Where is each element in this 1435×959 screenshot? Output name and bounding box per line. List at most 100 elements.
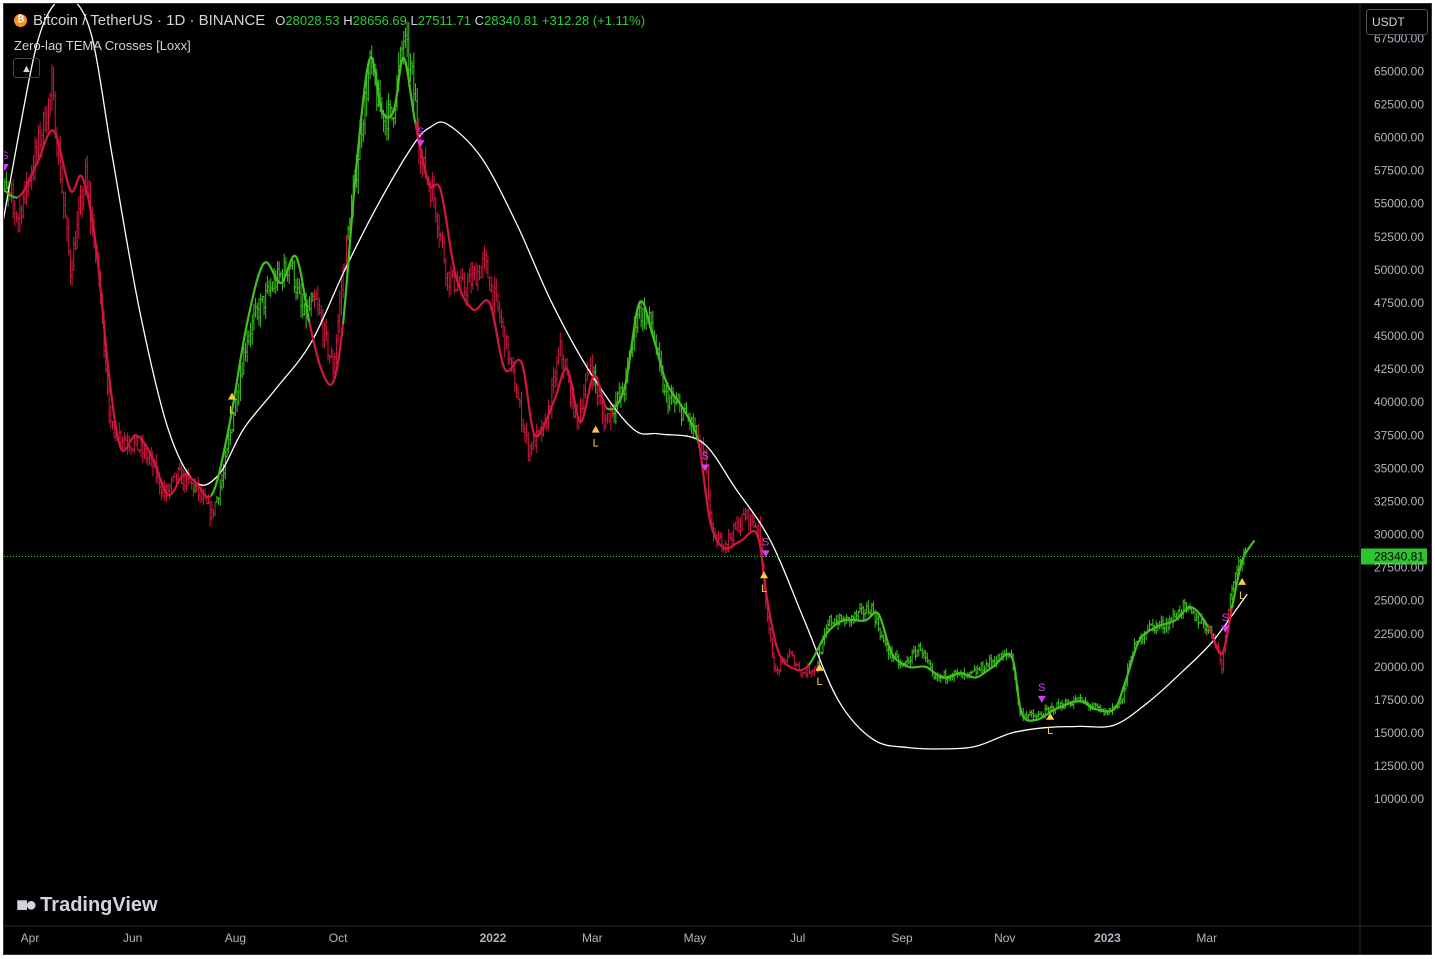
tema-segment — [991, 653, 1013, 668]
close-value: 28340.81 — [484, 13, 539, 28]
long-signal-triangle — [228, 392, 237, 400]
last-price-value: 28340.81 — [1374, 549, 1424, 563]
tema-segment — [1220, 606, 1234, 655]
slow-average-path — [4, 4, 1248, 750]
tema-segment — [94, 242, 111, 377]
tema-segment — [520, 361, 537, 437]
tema-segment — [722, 540, 742, 550]
symbol-legend[interactable]: Bitcoin / TetherUS · 1D · BINANCE O28028… — [14, 12, 645, 29]
tema-segment — [227, 321, 249, 430]
tema-segment — [1094, 708, 1116, 713]
tema-segment — [1230, 559, 1244, 609]
short-signal-triangle — [416, 140, 425, 148]
tema-segment — [975, 665, 995, 679]
tema-segment — [907, 665, 927, 669]
currency-selector[interactable]: USDT — [1366, 9, 1428, 35]
tema-segment — [766, 599, 781, 655]
open-label: O — [275, 13, 286, 28]
tema-segment — [606, 387, 626, 411]
tema-segment — [320, 367, 335, 387]
y-tick-label: 30000.00 — [1374, 528, 1424, 542]
zero-lag-tema-line — [4, 56, 1255, 722]
tema-segment — [1138, 626, 1158, 642]
open-value: 28028.53 — [285, 13, 340, 28]
y-tick-label: 22500.00 — [1374, 627, 1424, 641]
tema-segment — [1010, 655, 1023, 715]
tema-segment — [533, 401, 555, 438]
x-tick-label: 2022 — [480, 931, 507, 945]
tema-segment — [166, 473, 185, 497]
long-signal-triangle — [591, 425, 600, 433]
tema-segment — [1173, 606, 1193, 622]
tema-segment — [368, 56, 383, 113]
long-signal-label: L — [761, 583, 767, 595]
y-tick-label: 25000.00 — [1374, 594, 1424, 608]
x-tick-label: Jul — [790, 931, 805, 945]
x-tick-label: 2023 — [1094, 931, 1121, 945]
x-tick-label: Oct — [329, 931, 348, 945]
tema-segment — [488, 301, 506, 371]
chevron-up-icon[interactable]: ▲ — [13, 58, 40, 78]
tradingview-logo[interactable]: ■● TradingView — [16, 894, 158, 917]
long-signal-triangle — [760, 571, 769, 579]
y-tick-label: 37500.00 — [1374, 428, 1424, 442]
y-tick-label: 12500.00 — [1374, 759, 1424, 773]
y-tick-label: 57500.00 — [1374, 164, 1424, 178]
x-tick-label: Aug — [225, 931, 246, 945]
x-tick-label: May — [684, 931, 707, 945]
tema-segment — [808, 632, 828, 666]
short-signal-triangle — [4, 163, 9, 171]
x-tick-label: Nov — [994, 931, 1015, 945]
long-signal-label: L — [593, 438, 599, 450]
price-axis[interactable]: 10000.00 12500.00 15000.00 17500.00 20000.00… — [1374, 31, 1424, 806]
short-signal-label: S — [1222, 612, 1229, 624]
tema-segment — [959, 672, 978, 679]
tema-segment — [565, 367, 582, 424]
tema-segment — [262, 261, 282, 285]
high-value: 28656.69 — [352, 13, 407, 28]
y-tick-label: 62500.00 — [1374, 97, 1424, 111]
tema-segment — [503, 358, 523, 373]
tema-segment — [355, 57, 372, 166]
last-price-line: 28340.81 — [4, 548, 1427, 565]
tema-segment — [842, 618, 867, 622]
tema-segment — [308, 321, 323, 371]
short-signal-triangle — [1037, 695, 1046, 703]
tema-segment — [454, 275, 474, 311]
long-signal-triangle — [1046, 712, 1055, 720]
tema-segment — [380, 109, 395, 119]
tema-segment — [108, 374, 123, 450]
tema-segment — [402, 57, 417, 126]
tema-segment — [1124, 639, 1141, 682]
tema-segment — [877, 612, 894, 655]
tema-segment — [924, 665, 944, 679]
tema-segment — [439, 189, 458, 278]
short-signal-label: S — [417, 126, 424, 138]
tema-segment — [1035, 708, 1057, 721]
price-chart[interactable]: SLSLSLSLSLSL 28340.81 10000.0012500.0015… — [4, 4, 1431, 954]
tema-segment — [665, 381, 685, 410]
long-signal-label: L — [1047, 725, 1053, 737]
time-axis[interactable]: Apr Jun Aug Oct 2022 Mar May Jul Sep Nov 2023 Mar — [21, 931, 1217, 945]
y-tick-label: 60000.00 — [1374, 131, 1424, 145]
tema-segment — [279, 254, 298, 285]
y-tick-label: 52500.00 — [1374, 230, 1424, 244]
y-tick-label: 17500.00 — [1374, 693, 1424, 707]
tema-segment — [193, 480, 213, 499]
tema-segment — [294, 255, 311, 324]
indicator-title[interactable]: Zero-lag TEMA Crosses [Loxx] — [14, 38, 191, 53]
x-tick-label: Sep — [891, 931, 913, 945]
y-tick-label: 42500.00 — [1374, 362, 1424, 376]
chart-frame: SLSLSLSLSLSL 28340.81 10000.0012500.0015… — [3, 3, 1432, 955]
tema-segment — [739, 529, 759, 543]
short-signal-triangle — [761, 550, 770, 558]
tema-segment — [651, 334, 668, 384]
tema-segment — [81, 176, 97, 245]
tema-segment — [392, 57, 405, 113]
tema-segment — [778, 652, 798, 671]
y-tick-label: 55000.00 — [1374, 197, 1424, 211]
y-tick-label: 35000.00 — [1374, 461, 1424, 475]
y-tick-label: 47500.00 — [1374, 296, 1424, 310]
short-signal-label: S — [701, 450, 708, 462]
short-signal-label: S — [4, 150, 8, 162]
